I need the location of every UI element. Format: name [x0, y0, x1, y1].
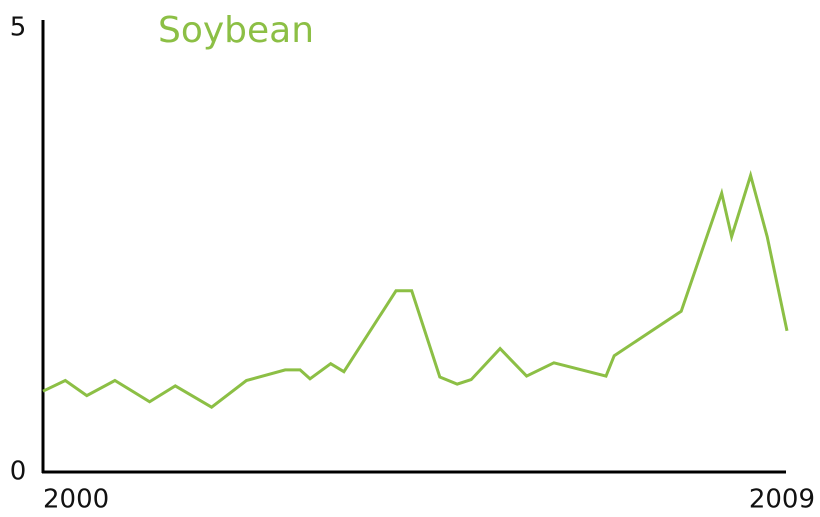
data-line: [42, 170, 789, 410]
x-tick-label: 2009: [749, 485, 815, 515]
x-tick-label: 2000: [43, 485, 109, 515]
y-tick-label: 0: [10, 457, 27, 487]
y-tick-label: 5: [10, 13, 27, 43]
chart-title: Soybean: [158, 10, 314, 51]
